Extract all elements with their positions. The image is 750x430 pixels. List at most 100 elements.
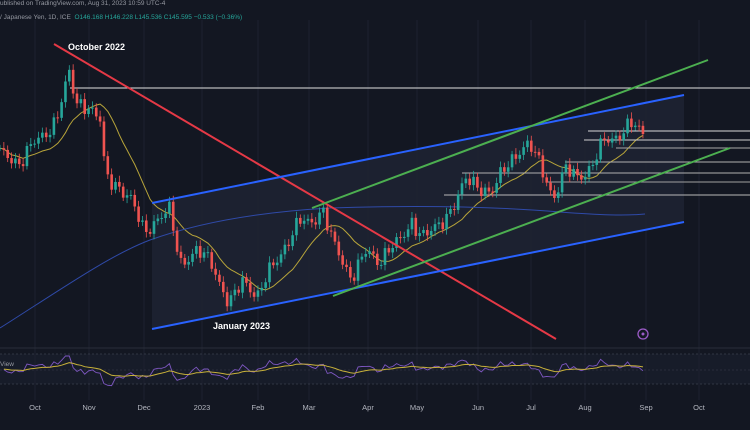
candle[interactable] bbox=[356, 253, 360, 287]
candle[interactable] bbox=[268, 256, 271, 288]
candle[interactable] bbox=[145, 214, 148, 238]
candle[interactable] bbox=[426, 223, 429, 241]
candle[interactable] bbox=[333, 227, 337, 246]
candle[interactable] bbox=[256, 285, 260, 302]
candle[interactable] bbox=[387, 244, 391, 256]
candle[interactable] bbox=[17, 153, 21, 169]
candle[interactable] bbox=[106, 151, 110, 179]
candle[interactable] bbox=[222, 276, 225, 298]
candle[interactable] bbox=[52, 113, 56, 139]
candle[interactable] bbox=[591, 160, 595, 171]
candle[interactable] bbox=[114, 177, 117, 194]
candle[interactable] bbox=[318, 207, 321, 230]
candle[interactable] bbox=[94, 103, 98, 121]
candle[interactable] bbox=[341, 250, 344, 270]
candle[interactable] bbox=[583, 171, 587, 185]
moving-average-long-line[interactable] bbox=[0, 206, 646, 329]
candle[interactable] bbox=[21, 158, 25, 172]
candle[interactable] bbox=[556, 187, 560, 203]
candle[interactable] bbox=[614, 130, 618, 144]
candle[interactable] bbox=[395, 233, 398, 252]
candle[interactable] bbox=[468, 173, 471, 190]
candle[interactable] bbox=[564, 160, 568, 177]
candle[interactable] bbox=[383, 242, 387, 271]
candle[interactable] bbox=[41, 127, 44, 143]
candle[interactable] bbox=[637, 119, 641, 132]
candle[interactable] bbox=[237, 286, 240, 296]
candle[interactable] bbox=[229, 290, 233, 311]
candle[interactable] bbox=[133, 189, 137, 212]
trend-lines[interactable] bbox=[53, 43, 731, 340]
candle[interactable] bbox=[306, 214, 310, 225]
green-channel-lower-line[interactable] bbox=[332, 147, 731, 297]
alert-icon[interactable] bbox=[637, 328, 649, 340]
candle[interactable] bbox=[499, 161, 502, 189]
candle[interactable] bbox=[364, 247, 368, 263]
candle[interactable] bbox=[433, 218, 437, 236]
candle[interactable] bbox=[337, 235, 341, 261]
candle[interactable] bbox=[210, 248, 214, 272]
candle[interactable] bbox=[272, 258, 275, 269]
candle[interactable] bbox=[279, 249, 283, 267]
candle[interactable] bbox=[406, 224, 410, 242]
candle[interactable] bbox=[372, 245, 375, 259]
candle[interactable] bbox=[233, 283, 237, 301]
candlestick-series[interactable] bbox=[0, 64, 645, 312]
candle[interactable] bbox=[218, 270, 221, 286]
candle[interactable] bbox=[414, 213, 418, 240]
candle[interactable] bbox=[345, 259, 348, 272]
candle[interactable] bbox=[495, 177, 498, 198]
candle[interactable] bbox=[302, 214, 306, 230]
candle[interactable] bbox=[29, 137, 33, 152]
candle[interactable] bbox=[37, 131, 40, 149]
candle[interactable] bbox=[187, 255, 190, 270]
candle[interactable] bbox=[368, 246, 371, 259]
candle[interactable] bbox=[148, 228, 152, 237]
candle[interactable] bbox=[530, 135, 533, 157]
candle[interactable] bbox=[314, 217, 317, 230]
candle[interactable] bbox=[479, 181, 483, 202]
candle[interactable] bbox=[6, 145, 9, 163]
candle[interactable] bbox=[264, 278, 267, 292]
candle[interactable] bbox=[248, 276, 252, 298]
candle[interactable] bbox=[275, 256, 279, 271]
candle[interactable] bbox=[160, 212, 163, 224]
candle[interactable] bbox=[441, 217, 445, 234]
candle[interactable] bbox=[206, 245, 210, 258]
candle[interactable] bbox=[599, 134, 602, 163]
candle[interactable] bbox=[572, 165, 575, 180]
candle[interactable] bbox=[14, 153, 17, 169]
candle[interactable] bbox=[87, 105, 90, 118]
channel-upper-line[interactable] bbox=[151, 94, 685, 204]
candle[interactable] bbox=[541, 149, 545, 183]
candle[interactable] bbox=[483, 183, 487, 200]
candle[interactable] bbox=[287, 239, 291, 252]
candle[interactable] bbox=[75, 87, 79, 109]
candle[interactable] bbox=[630, 112, 633, 133]
candle[interactable] bbox=[514, 148, 518, 165]
candle[interactable] bbox=[445, 207, 448, 235]
candle[interactable] bbox=[260, 281, 264, 296]
candle[interactable] bbox=[360, 253, 364, 263]
candle[interactable] bbox=[429, 226, 433, 240]
candle[interactable] bbox=[245, 273, 248, 287]
candle[interactable] bbox=[241, 271, 244, 299]
candle[interactable] bbox=[295, 211, 298, 241]
candle[interactable] bbox=[121, 182, 125, 202]
candle[interactable] bbox=[418, 226, 421, 242]
candle[interactable] bbox=[44, 127, 48, 142]
candle[interactable] bbox=[48, 129, 52, 143]
candle[interactable] bbox=[626, 114, 629, 137]
candle[interactable] bbox=[83, 93, 86, 120]
candle[interactable] bbox=[2, 142, 6, 156]
candle[interactable] bbox=[214, 262, 217, 281]
candle[interactable] bbox=[376, 248, 379, 270]
candle[interactable] bbox=[472, 170, 475, 191]
candle[interactable] bbox=[125, 189, 129, 204]
candle[interactable] bbox=[460, 177, 464, 200]
candle[interactable] bbox=[476, 172, 479, 192]
candle[interactable] bbox=[91, 101, 94, 115]
candle[interactable] bbox=[518, 150, 522, 163]
candle[interactable] bbox=[437, 216, 441, 230]
candle[interactable] bbox=[118, 175, 121, 193]
